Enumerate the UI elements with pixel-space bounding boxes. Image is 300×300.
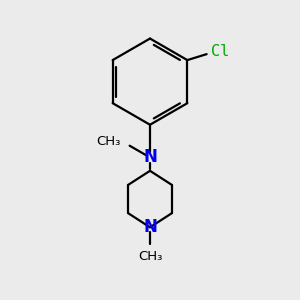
Text: N: N [143, 218, 157, 236]
Text: CH₃: CH₃ [96, 135, 121, 148]
Text: CH₃: CH₃ [138, 250, 162, 263]
Text: Cl: Cl [211, 44, 230, 59]
Text: N: N [143, 148, 157, 166]
